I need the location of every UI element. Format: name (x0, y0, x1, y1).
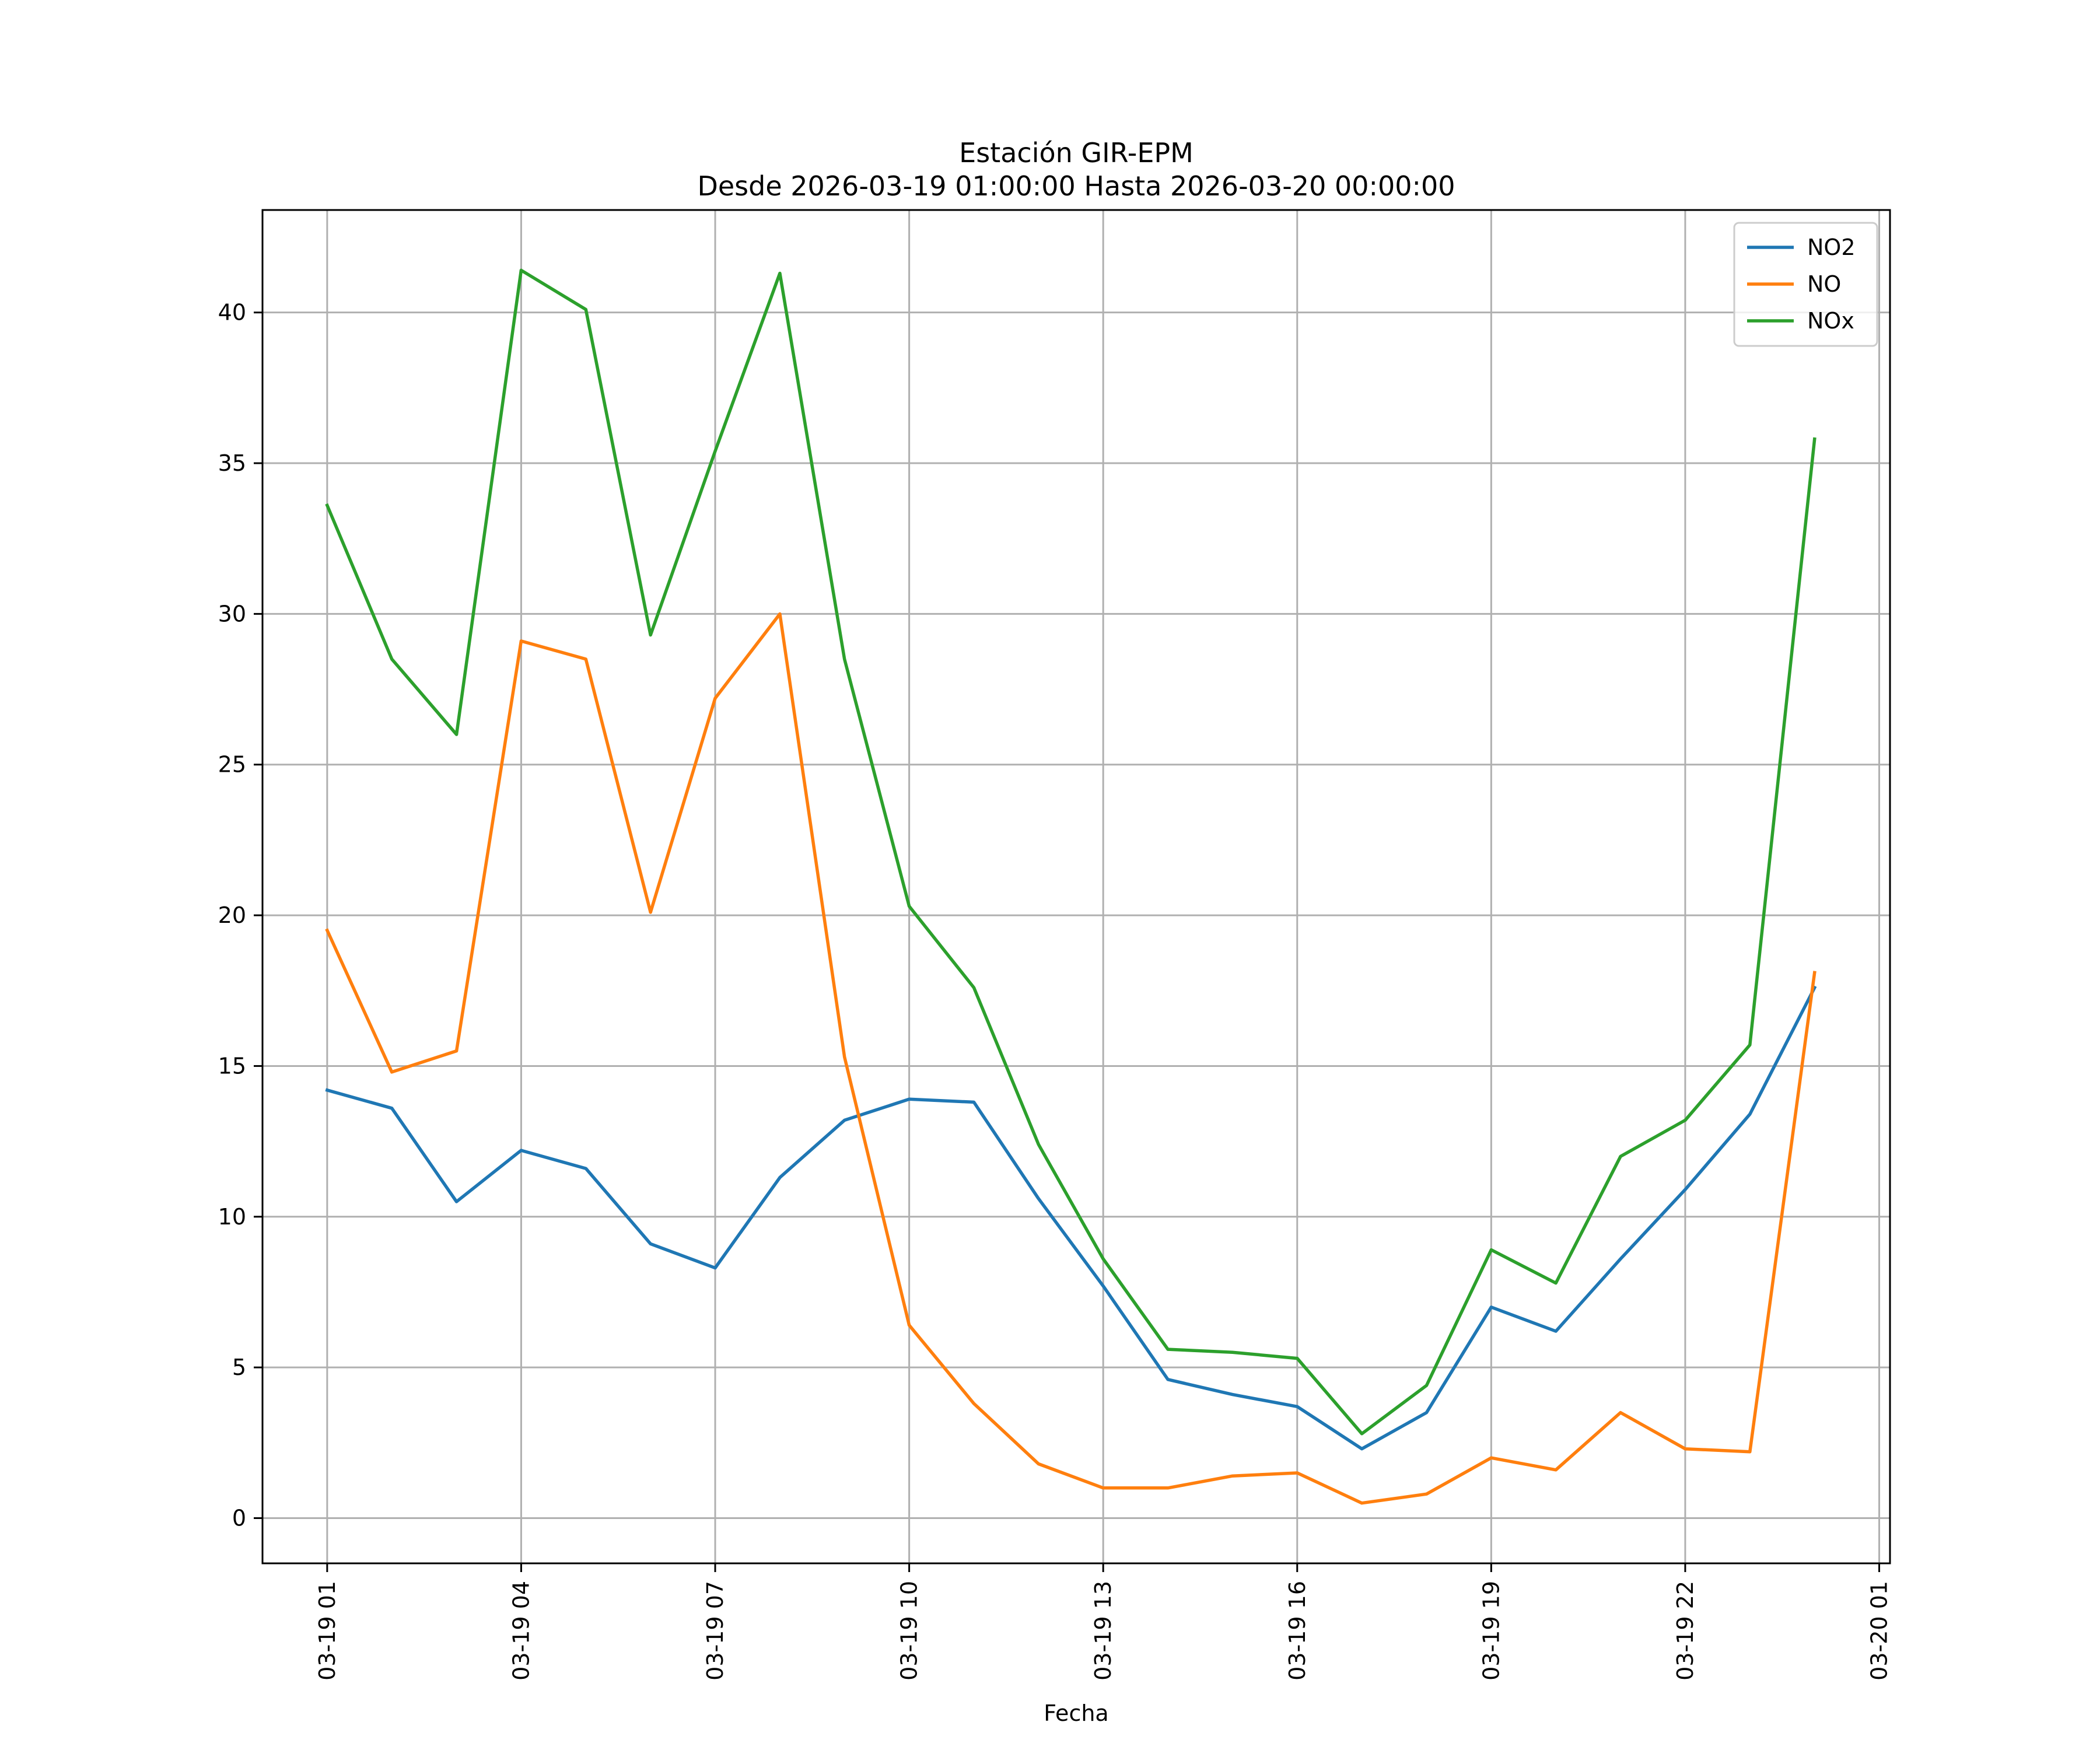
y-tick-label: 0 (232, 1505, 246, 1531)
y-tick-label: 20 (218, 902, 246, 928)
x-tick-label: 03-19 13 (1090, 1581, 1116, 1681)
plot-area-frame (261, 209, 1891, 1564)
x-tick-label: 03-19 07 (702, 1581, 728, 1681)
series-lines (325, 268, 1817, 1505)
y-tick-label: 40 (218, 300, 246, 326)
y-tick-label: 15 (218, 1053, 246, 1079)
y-tick-label: 35 (218, 450, 246, 476)
legend-box (1733, 222, 1878, 347)
chart-title: Estación GIR-EPM (959, 137, 1194, 169)
x-tick-label: 03-19 19 (1478, 1581, 1504, 1681)
legend-label-nox: NOx (1807, 308, 1854, 334)
legend-label-no: NO (1807, 271, 1841, 297)
legend: NO2 NO NOx (1733, 222, 1878, 347)
x-tick-label: 03-20 01 (1867, 1581, 1892, 1681)
x-axis-label: Fecha (1044, 1700, 1108, 1726)
x-tick-label: 03-19 10 (897, 1581, 922, 1681)
y-tick-label: 5 (232, 1354, 246, 1380)
legend-label-no2: NO2 (1807, 235, 1856, 260)
series-line-nox (325, 268, 1817, 1436)
y-axis-ticks: 0 5 10 15 20 25 30 35 40 (218, 300, 262, 1531)
x-tick-label: 03-19 22 (1672, 1581, 1698, 1681)
chart-subtitle: Desde 2026-03-19 01:00:00 Hasta 2026-03-… (697, 170, 1455, 202)
series-line-no2 (325, 985, 1817, 1451)
grid (262, 210, 1890, 1563)
x-tick-label: 03-19 04 (508, 1581, 534, 1681)
x-tick-label: 03-19 01 (314, 1581, 340, 1681)
y-tick-label: 25 (218, 752, 246, 778)
x-tick-label: 03-19 16 (1284, 1581, 1310, 1681)
x-axis-ticks: 03-19 01 03-19 04 03-19 07 03-19 10 03-19 13… (314, 1563, 1892, 1681)
y-tick-label: 10 (218, 1204, 246, 1230)
y-tick-label: 30 (218, 601, 246, 626)
series-line-no (325, 612, 1817, 1505)
